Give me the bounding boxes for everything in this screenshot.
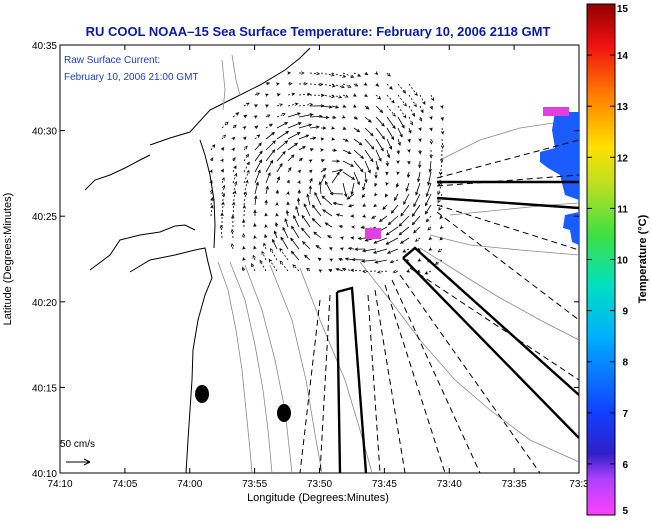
land-marker-north [195, 385, 209, 403]
colorbar-tick-label: 7 [622, 409, 628, 420]
colorbar-tick-label: 6 [622, 460, 628, 471]
x-tick-label: 73:50 [307, 479, 332, 490]
colorbar-tick-label: 5 [622, 506, 628, 517]
x-tick-label: 73:45 [372, 479, 397, 490]
x-tick-label: 73:35 [502, 479, 527, 490]
colorbar-tick-label: 12 [617, 153, 629, 164]
y-tick-label: 40:10 [32, 469, 57, 480]
scale-label: 50 cm/s [60, 439, 95, 450]
x-axis-label: Longitude (Degrees:Minutes) [247, 492, 389, 504]
y-tick-label: 40:15 [32, 383, 57, 394]
colorbar-tick-label: 8 [622, 358, 628, 369]
colorbar-tick-label: 10 [617, 256, 629, 267]
colorbar-tick-label: 15 [617, 4, 629, 15]
x-tick-label: 73:55 [242, 479, 267, 490]
x-tick-label: 74:00 [177, 479, 202, 490]
x-tick-label: 73:40 [437, 479, 462, 490]
current-time: February 10, 2006 21:00 GMT [64, 72, 199, 83]
y-tick-label: 40:30 [32, 127, 57, 138]
colorbar-tick-label: 13 [617, 102, 629, 113]
sst-patch-magenta-east [543, 107, 569, 116]
sst-patch-magenta-center [365, 228, 381, 239]
colorbar-tick-label: 14 [617, 51, 629, 62]
y-tick-label: 40:20 [32, 298, 57, 309]
colorbar-label: Temperature (°C) [637, 214, 649, 303]
colorbar-tick-label: 11 [617, 204, 628, 215]
figure-title: RU COOL NOAA–15 Sea Surface Temperature:… [86, 24, 551, 39]
land-marker-south [277, 404, 291, 422]
x-tick-label: 73:3 [569, 479, 589, 490]
y-tick-label: 40:35 [32, 41, 57, 52]
current-label: Raw Surface Current: [64, 55, 160, 66]
y-tick-label: 40:25 [32, 212, 57, 223]
x-tick-label: 74:10 [47, 479, 72, 490]
y-axis-label: Latitude (Degrees:Minutes) [2, 193, 14, 326]
colorbar-tick-label: 9 [622, 307, 628, 318]
x-tick-label: 74:05 [112, 479, 137, 490]
